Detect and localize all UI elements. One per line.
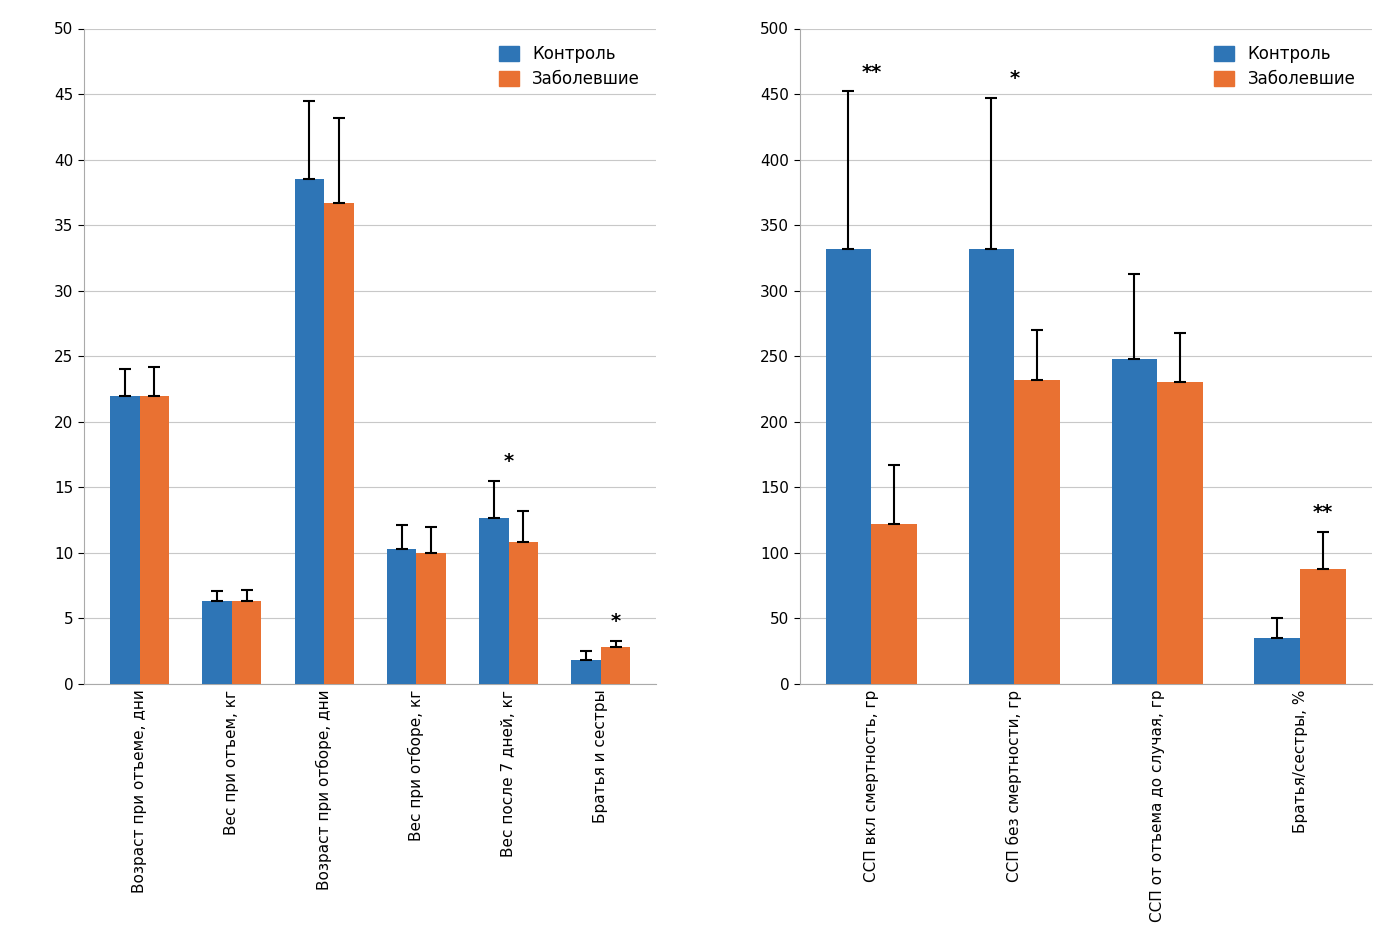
Bar: [202, 601, 232, 684]
Bar: [969, 249, 1014, 684]
Bar: [571, 660, 601, 684]
Text: *: *: [610, 612, 620, 631]
Bar: [140, 395, 169, 684]
Bar: [1158, 383, 1203, 684]
Text: **: **: [1313, 504, 1333, 522]
Bar: [323, 203, 354, 684]
Bar: [232, 601, 262, 684]
Text: *: *: [1009, 69, 1019, 88]
Legend: Контроль, Заболевшие: Контроль, Заболевшие: [1205, 37, 1364, 96]
Bar: [826, 249, 871, 684]
Bar: [1014, 380, 1060, 684]
Bar: [601, 647, 630, 684]
Bar: [508, 542, 538, 684]
Text: **: **: [861, 63, 882, 82]
Bar: [416, 553, 445, 684]
Bar: [479, 518, 508, 684]
Bar: [294, 180, 323, 684]
Legend: Контроль, Заболевшие: Контроль, Заболевшие: [490, 37, 648, 96]
Bar: [1254, 638, 1301, 684]
Bar: [1301, 569, 1345, 684]
Bar: [111, 395, 140, 684]
Text: *: *: [504, 452, 514, 471]
Bar: [871, 524, 917, 684]
Bar: [386, 549, 416, 684]
Bar: [1112, 359, 1158, 684]
